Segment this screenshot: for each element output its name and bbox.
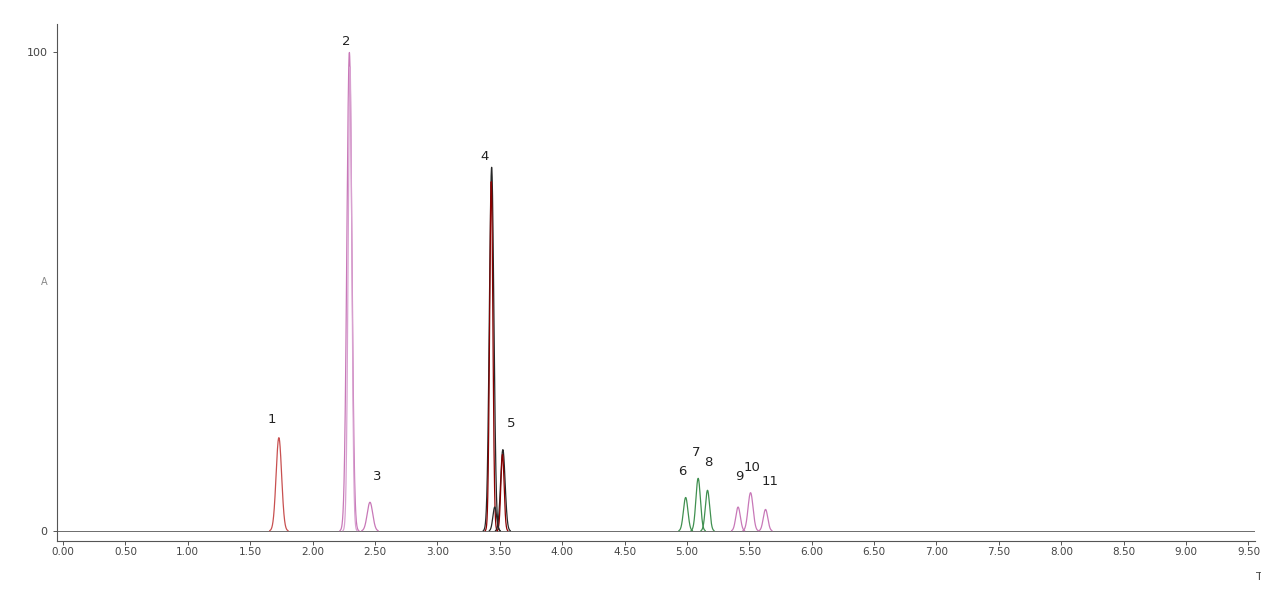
- Text: 11: 11: [762, 475, 779, 488]
- Text: 4: 4: [480, 150, 489, 163]
- Text: 10: 10: [744, 460, 760, 473]
- Text: 1: 1: [267, 413, 276, 426]
- Text: 6: 6: [677, 465, 686, 478]
- Text: 8: 8: [704, 456, 712, 469]
- Text: 2: 2: [342, 34, 351, 48]
- Text: 9: 9: [735, 470, 744, 483]
- Text: 5: 5: [507, 418, 516, 431]
- Text: Time: Time: [1256, 571, 1261, 582]
- Text: A: A: [40, 277, 47, 287]
- Text: 7: 7: [691, 446, 700, 459]
- Text: 3: 3: [373, 470, 382, 483]
